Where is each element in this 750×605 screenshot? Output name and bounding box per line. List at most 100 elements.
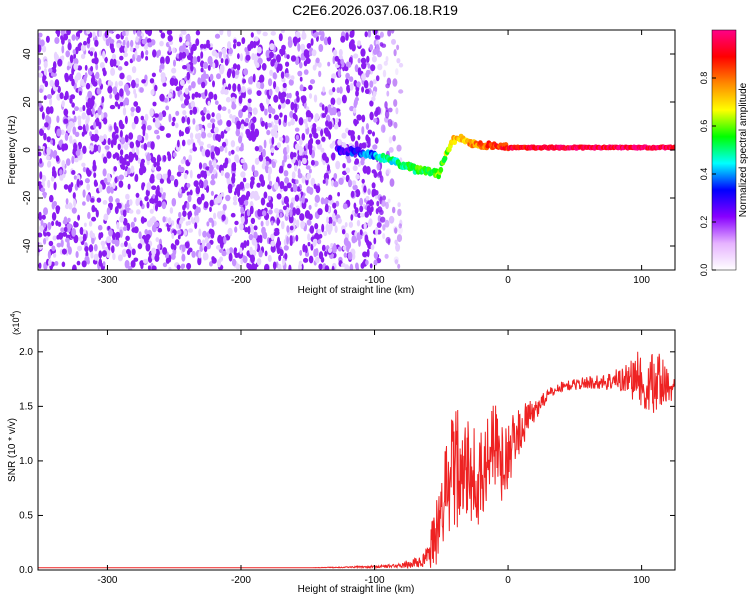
noise-speckle [124, 46, 128, 53]
noise-speckle [297, 172, 303, 179]
noise-speckle [250, 122, 255, 132]
noise-speckle [306, 219, 312, 226]
noise-speckle [189, 148, 193, 154]
noise-speckle [48, 240, 54, 247]
noise-speckle [239, 223, 244, 231]
noise-speckle [88, 220, 93, 227]
noise-speckle [262, 148, 266, 158]
noise-speckle [384, 109, 390, 119]
noise-speckle [136, 55, 142, 62]
noise-speckle [56, 30, 60, 38]
y-tick-label: 0.5 [19, 510, 33, 521]
noise-speckle [271, 136, 275, 145]
noise-speckle [40, 39, 45, 47]
noise-speckle [172, 116, 176, 122]
noise-speckle [354, 158, 360, 165]
noise-speckle [304, 245, 308, 254]
noise-speckle [234, 154, 240, 163]
noise-speckle [59, 174, 64, 181]
noise-speckle [157, 244, 161, 250]
noise-speckle [200, 67, 204, 73]
noise-speckle [168, 113, 172, 123]
noise-speckle [50, 139, 53, 145]
noise-speckle [117, 66, 123, 71]
noise-speckle [320, 197, 325, 205]
noise-speckle [152, 49, 157, 58]
noise-speckle [178, 211, 182, 219]
noise-speckle [123, 217, 128, 226]
noise-speckle [210, 145, 216, 152]
noise-speckle [359, 229, 363, 236]
noise-speckle [43, 238, 47, 245]
noise-speckle [38, 232, 43, 238]
noise-speckle [282, 82, 287, 89]
noise-speckle [314, 202, 318, 208]
noise-speckle [270, 147, 275, 154]
noise-speckle [280, 96, 286, 104]
noise-speckle [135, 139, 141, 148]
noise-speckle [169, 175, 175, 181]
y-tick-label: 0.0 [19, 565, 33, 576]
noise-speckle [280, 71, 285, 79]
noise-speckle [135, 192, 140, 198]
noise-speckle [57, 58, 63, 67]
noise-speckle [173, 78, 179, 86]
noise-speckle [355, 90, 359, 97]
noise-speckle [244, 47, 248, 53]
noise-speckle [318, 44, 324, 52]
noise-speckle [112, 86, 118, 95]
noise-speckle [103, 117, 108, 125]
noise-speckle [219, 256, 224, 262]
y-tick-label: -20 [22, 190, 33, 205]
noise-speckle [240, 258, 244, 265]
noise-speckle [343, 252, 347, 258]
noise-speckle [260, 179, 266, 187]
noise-speckle [230, 212, 236, 218]
noise-speckle [186, 71, 191, 81]
noise-speckle [210, 179, 216, 186]
noise-speckle [367, 129, 373, 135]
noise-speckle [376, 106, 381, 115]
noise-speckle [175, 122, 179, 129]
noise-speckle [283, 196, 289, 205]
noise-speckle [281, 49, 286, 55]
noise-speckle [109, 38, 115, 44]
noise-speckle [310, 177, 316, 187]
noise-speckle [122, 39, 126, 47]
noise-speckle [314, 31, 319, 37]
snr-y-multiplier-exp: 4 [10, 313, 17, 317]
noise-speckle [269, 51, 274, 59]
noise-speckle [107, 30, 114, 34]
noise-speckle [39, 128, 44, 136]
noise-speckle [226, 248, 230, 256]
noise-speckle [373, 237, 377, 245]
noise-speckle [52, 200, 58, 207]
noise-speckle [135, 154, 139, 161]
noise-speckle [250, 193, 253, 200]
noise-speckle [274, 208, 280, 214]
noise-speckle [42, 191, 48, 197]
noise-speckle [208, 160, 212, 167]
noise-speckle [85, 123, 89, 132]
noise-speckle [42, 222, 47, 228]
noise-speckle [251, 262, 255, 270]
noise-speckle [123, 143, 129, 151]
noise-speckle [268, 113, 272, 119]
noise-speckle [201, 131, 207, 139]
noise-speckle [84, 246, 89, 252]
noise-speckle [61, 100, 65, 108]
noise-speckle [83, 40, 87, 46]
noise-speckle [321, 104, 325, 111]
noise-speckle [60, 227, 65, 233]
noise-speckle [290, 119, 295, 126]
noise-speckle [196, 173, 202, 179]
noise-speckle [123, 52, 128, 58]
noise-speckle [197, 238, 202, 245]
noise-speckle [203, 179, 209, 187]
noise-speckle [254, 242, 258, 251]
noise-speckle [86, 183, 91, 191]
noise-speckle [102, 261, 106, 267]
noise-speckle [323, 198, 329, 205]
noise-speckle [325, 120, 329, 127]
noise-speckle [252, 73, 256, 83]
